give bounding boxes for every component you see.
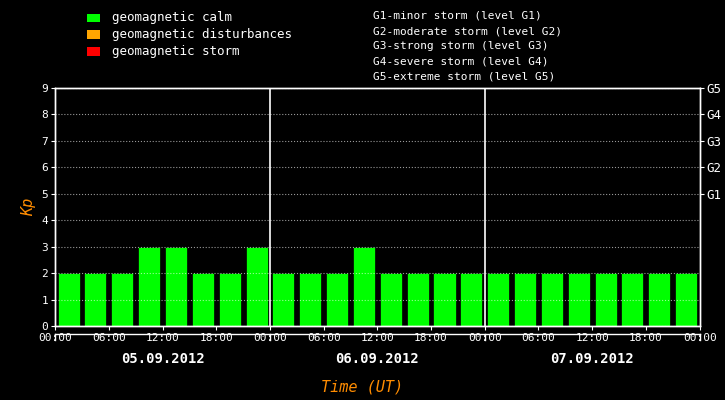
Bar bbox=[246, 247, 268, 326]
Text: G5-extreme storm (level G5): G5-extreme storm (level G5) bbox=[373, 72, 555, 82]
Bar bbox=[273, 273, 294, 326]
Bar bbox=[675, 273, 697, 326]
Text: geomagnetic storm: geomagnetic storm bbox=[112, 45, 240, 58]
Bar bbox=[487, 273, 509, 326]
Bar bbox=[568, 273, 589, 326]
Text: G4-severe storm (level G4): G4-severe storm (level G4) bbox=[373, 57, 549, 67]
Bar bbox=[219, 273, 241, 326]
Text: 05.09.2012: 05.09.2012 bbox=[120, 352, 204, 366]
Bar bbox=[84, 273, 107, 326]
Text: G3-strong storm (level G3): G3-strong storm (level G3) bbox=[373, 41, 549, 51]
Text: 07.09.2012: 07.09.2012 bbox=[550, 352, 634, 366]
Text: 06.09.2012: 06.09.2012 bbox=[336, 352, 419, 366]
Bar bbox=[460, 273, 482, 326]
Bar bbox=[111, 273, 133, 326]
Text: Time (UT): Time (UT) bbox=[321, 379, 404, 394]
Y-axis label: Kp: Kp bbox=[21, 198, 36, 216]
Bar bbox=[380, 273, 402, 326]
Bar bbox=[353, 247, 375, 326]
Bar bbox=[648, 273, 671, 326]
Text: G2-moderate storm (level G2): G2-moderate storm (level G2) bbox=[373, 26, 563, 36]
Bar bbox=[434, 273, 455, 326]
Bar bbox=[192, 273, 214, 326]
Bar bbox=[621, 273, 644, 326]
Bar bbox=[594, 273, 617, 326]
Bar bbox=[514, 273, 536, 326]
Bar bbox=[407, 273, 428, 326]
Bar bbox=[541, 273, 563, 326]
Bar bbox=[326, 273, 348, 326]
Bar bbox=[165, 247, 187, 326]
Text: G1-minor storm (level G1): G1-minor storm (level G1) bbox=[373, 11, 542, 21]
Text: geomagnetic calm: geomagnetic calm bbox=[112, 12, 233, 24]
Bar bbox=[138, 247, 160, 326]
Bar bbox=[299, 273, 321, 326]
Bar bbox=[57, 273, 80, 326]
Text: geomagnetic disturbances: geomagnetic disturbances bbox=[112, 28, 292, 41]
